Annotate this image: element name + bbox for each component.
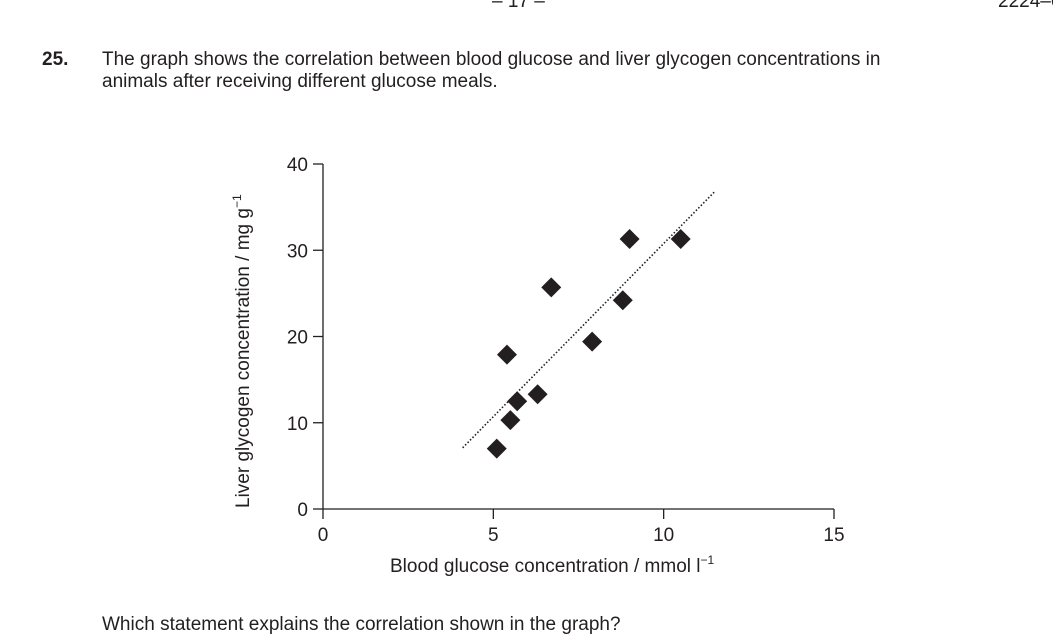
paper-code: 2224–6005 [998, 0, 1053, 12]
data-point [500, 410, 521, 431]
data-point [541, 277, 562, 298]
x-tick-label: 5 [488, 525, 499, 546]
data-point [527, 384, 548, 405]
x-tick-label: 15 [823, 525, 844, 546]
y-tick-label: 30 [287, 241, 308, 262]
x-tick-label: 0 [318, 525, 329, 546]
x-tick-label: 10 [653, 525, 674, 546]
x-axis-label: Blood glucose concentration / mmol l−1 [390, 553, 715, 577]
page-number: – 17 – [492, 0, 545, 12]
data-point [486, 438, 507, 459]
data-point [619, 229, 640, 250]
data-point [670, 229, 691, 250]
data-point [612, 290, 633, 311]
data-point [582, 331, 603, 352]
question-text-line-2: animals after receiving different glucos… [102, 71, 498, 92]
question-text-line-1: The graph shows the correlation between … [102, 49, 881, 70]
y-tick-label: 10 [287, 414, 308, 435]
y-axis-label: Liver glycogen concentration / mg g−1 [230, 194, 254, 508]
trend-line [462, 191, 716, 449]
y-tick-label: 40 [287, 155, 308, 176]
question-number: 25. [42, 49, 69, 70]
data-point [507, 391, 528, 412]
y-tick-label: 20 [287, 328, 308, 349]
y-tick-label: 0 [297, 500, 308, 521]
data-point [496, 344, 517, 365]
